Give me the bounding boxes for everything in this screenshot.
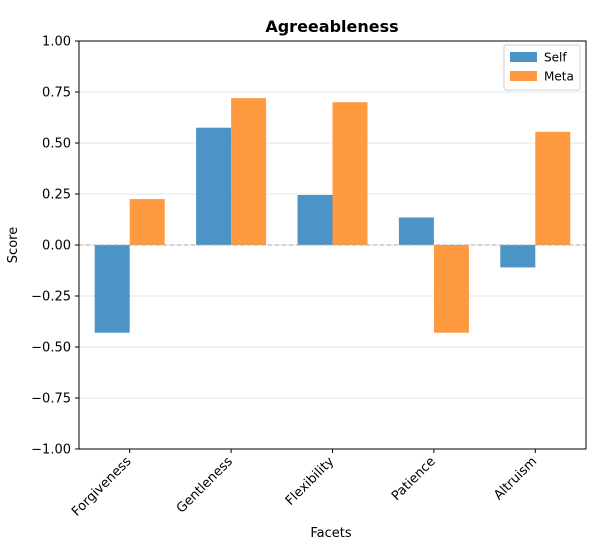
y-tick-label: −1.00 — [31, 443, 71, 458]
y-tick-label: 0.50 — [42, 137, 71, 152]
y-tick-label: 1.00 — [42, 35, 71, 50]
chart-title: Agreeableness — [265, 17, 398, 36]
y-tick-label: 0.75 — [42, 86, 71, 101]
y-axis-label: Score — [6, 227, 21, 263]
x-tick-label: Gentleness — [174, 454, 236, 516]
bar-self-forgiveness — [94, 245, 130, 333]
bar-self-gentleness — [196, 127, 232, 245]
x-axis-label: Facets — [310, 526, 351, 541]
legend-swatch-self — [510, 52, 537, 62]
y-tick-label: −0.50 — [31, 341, 71, 356]
bar-meta-gentleness — [231, 98, 267, 246]
x-tick-label: Patience — [389, 454, 439, 504]
y-tick-label: 0.25 — [42, 188, 71, 203]
bar-self-altruism — [500, 245, 536, 268]
legend: Self Meta — [503, 44, 581, 91]
y-axis: −1.00 −0.75 −0.50 −0.25 0.00 0.25 0.50 0.75 1.00 — [31, 35, 79, 458]
bar-meta-altruism — [535, 131, 571, 245]
x-axis: Forgiveness Gentleness Flexibility Patience… — [69, 449, 540, 520]
x-tick-label: Forgiveness — [69, 454, 135, 520]
y-tick-label: −0.25 — [31, 290, 71, 305]
bar-meta-forgiveness — [129, 199, 165, 245]
bars — [94, 98, 571, 333]
legend-swatch-meta — [510, 71, 537, 81]
legend-label-meta: Meta — [544, 70, 574, 84]
legend-label-self: Self — [544, 51, 567, 65]
bar-self-patience — [398, 217, 434, 245]
y-tick-label: 0.00 — [42, 239, 71, 254]
x-tick-label: Flexibility — [283, 454, 338, 509]
x-tick-label: Altruism — [491, 454, 540, 503]
bar-self-flexibility — [297, 195, 333, 245]
bar-meta-patience — [433, 245, 469, 333]
y-tick-label: −0.75 — [31, 392, 71, 407]
bar-meta-flexibility — [332, 102, 368, 245]
